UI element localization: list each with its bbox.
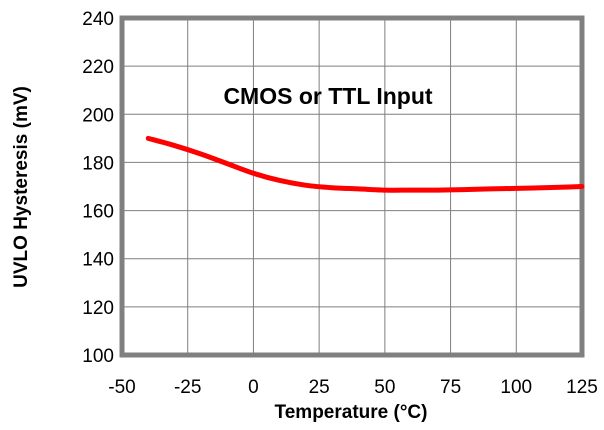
- y-tick-label: 160: [82, 202, 114, 223]
- y-tick-label: 180: [82, 153, 114, 174]
- y-tick-label: 100: [82, 346, 114, 367]
- y-tick-label: 220: [82, 57, 114, 78]
- x-tick-label: 100: [500, 377, 532, 398]
- x-axis-title: Temperature (°C): [275, 402, 428, 423]
- y-tick-labels: 100 120 140 160 180 200 220 240: [82, 9, 114, 367]
- series-line-0: [145, 135, 585, 193]
- x-tick-labels: -50 -25 0 25 50 75 100 125: [108, 377, 598, 398]
- x-tick-label: -50: [108, 377, 135, 398]
- x-tick-label: 25: [309, 377, 330, 398]
- y-tick-label: 200: [82, 105, 114, 126]
- y-axis-title: UVLO Hysteresis (mV): [11, 86, 32, 288]
- y-tick-label: 120: [82, 298, 114, 319]
- x-tick-label: 125: [566, 377, 598, 398]
- y-tick-label: 240: [82, 9, 114, 30]
- x-tick-label: 75: [440, 377, 461, 398]
- y-tick-label: 140: [82, 250, 114, 271]
- x-tick-label: 50: [374, 377, 395, 398]
- series-layer: [145, 135, 585, 193]
- x-tick-label: -25: [174, 377, 201, 398]
- x-tick-label: 0: [248, 377, 259, 398]
- chart-annotation: CMOS or TTL Input: [223, 83, 432, 109]
